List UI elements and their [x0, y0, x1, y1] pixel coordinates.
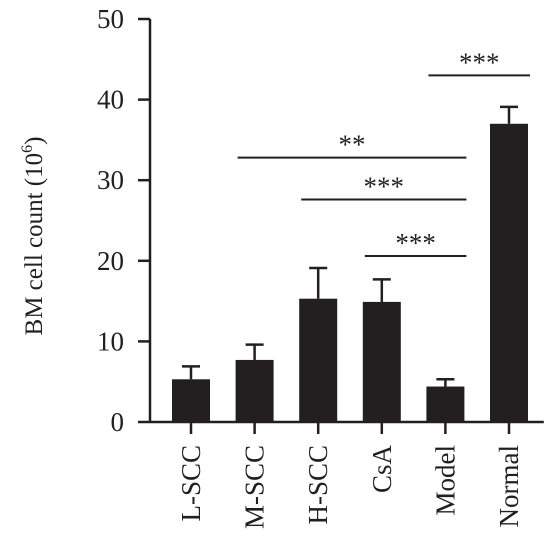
bar-csa [362, 301, 401, 422]
plot-area: 0 10 20 30 40 50 L-SCC M-SCC H-SCC CsA Model Normal… [97, 4, 544, 529]
x-tick-label-csa: CsA [367, 444, 397, 493]
x-tick-label-m-scc: M-SCC [240, 445, 270, 529]
y-tick-label: 0 [111, 407, 125, 437]
bar-h-scc [299, 298, 338, 422]
bar-normal [490, 123, 528, 422]
bar-model [426, 386, 465, 422]
y-tick-label: 40 [97, 85, 124, 115]
x-tick-label-h-scc: H-SCC [303, 445, 333, 525]
significance-label: *** [395, 228, 436, 258]
bar-m-scc [235, 359, 274, 422]
x-tick-label-normal: Normal [494, 445, 524, 527]
bar-l-scc [172, 379, 210, 422]
y-axis-label-main: BM cell count (10 [21, 153, 48, 336]
significance-label: *** [459, 47, 500, 77]
y-tick-label: 10 [97, 326, 124, 356]
x-tick-label-l-scc: L-SCC [176, 445, 206, 522]
y-axis-label-close: ) [21, 137, 48, 145]
y-axis-label: BM cell count (106) [19, 137, 48, 336]
y-axis-label-exponent: 6 [19, 145, 36, 153]
significance-label: *** [364, 172, 405, 202]
significance-label: ** [339, 130, 366, 160]
x-tick-label-model: Model [430, 445, 460, 516]
y-tick-label: 30 [97, 165, 124, 195]
y-tick-label: 50 [97, 4, 124, 34]
y-tick-label: 20 [97, 246, 124, 276]
